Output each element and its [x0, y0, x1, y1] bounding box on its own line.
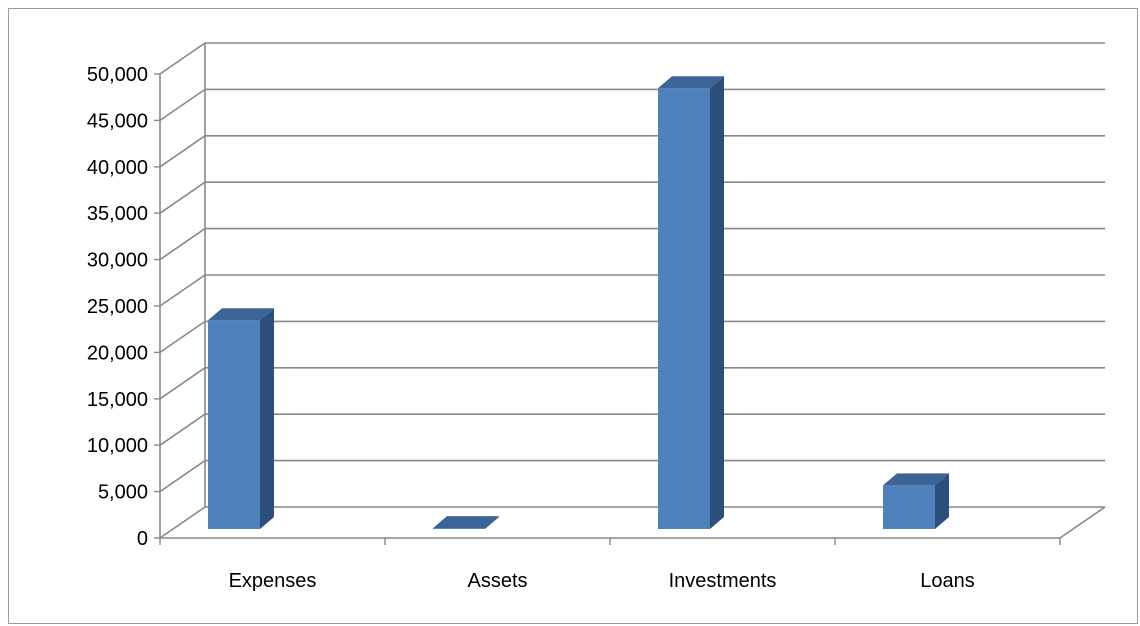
gridline: [159, 42, 1105, 75]
y-tick-label: 45,000: [87, 110, 148, 132]
bar-side: [710, 76, 724, 529]
y-tick-label: 40,000: [87, 157, 148, 179]
y-tick-label: 30,000: [87, 250, 148, 272]
bar-top: [208, 308, 274, 321]
bar-top: [433, 516, 499, 529]
gridlines: [159, 42, 1105, 539]
bar-investments: [658, 76, 724, 529]
chart-frame: [8, 8, 1138, 624]
y-tick-label: 5,000: [98, 482, 148, 504]
gridline: [159, 274, 1105, 307]
bar-side: [260, 308, 274, 529]
gridline: [159, 227, 1105, 261]
labels: 0 5,000 10,000 15,000 20,000 25,000 30,000 35,0…: [87, 64, 975, 592]
bar-top: [658, 76, 724, 89]
y-tick-label: 35,000: [87, 203, 148, 225]
gridline: [159, 181, 1105, 214]
axes: [154, 43, 1106, 545]
bar-front: [883, 485, 935, 529]
y-tick-label: 25,000: [87, 296, 148, 318]
bar-side: [935, 473, 949, 529]
gridline: [159, 135, 1105, 168]
gridline: [159, 506, 1105, 539]
y-tick-label: 20,000: [87, 342, 148, 364]
bar-front: [208, 320, 260, 529]
bar-side: [485, 516, 499, 529]
gridline: [159, 459, 1105, 493]
floor-edge: [1059, 506, 1106, 539]
bar-front: [658, 88, 710, 529]
bar-front: [433, 528, 485, 529]
y-tick-label: 10,000: [87, 435, 148, 457]
bar-expenses: [208, 308, 274, 529]
x-category-label: Loans: [920, 570, 975, 592]
gridline: [159, 413, 1105, 446]
bar-top: [883, 473, 949, 486]
x-category-label: Assets: [467, 570, 527, 592]
y-tick-label: 15,000: [87, 389, 148, 411]
x-category-label: Investments: [669, 570, 777, 592]
x-category-label: Expenses: [229, 570, 317, 592]
y-tick-label: 50,000: [87, 64, 148, 86]
gridline: [159, 320, 1105, 354]
bar-assets: [433, 516, 499, 529]
gridline: [159, 366, 1105, 400]
bar-loans: [883, 473, 949, 529]
y-tick-label: 0: [137, 528, 148, 550]
gridline: [159, 88, 1105, 122]
bars: [208, 76, 949, 529]
